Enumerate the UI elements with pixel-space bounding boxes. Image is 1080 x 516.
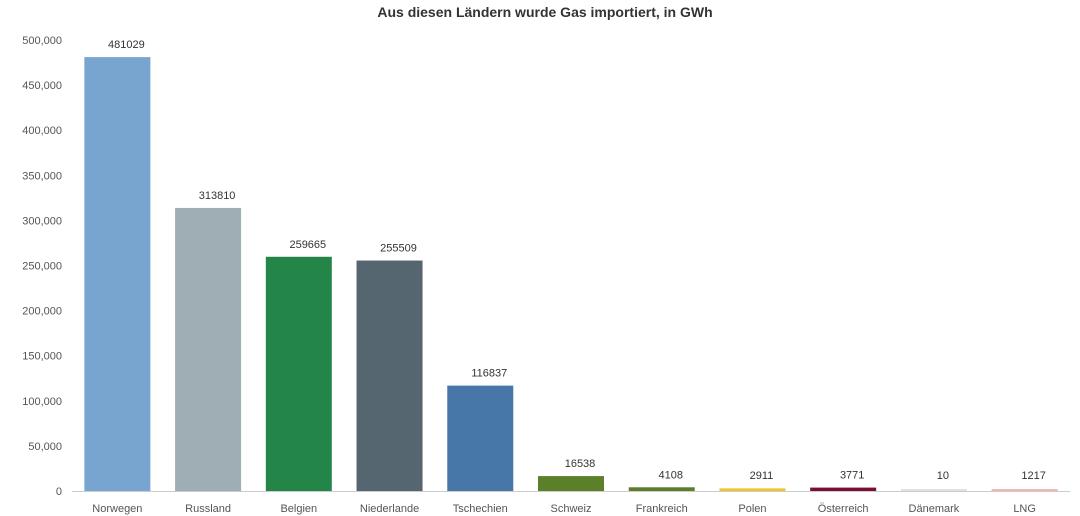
data-label: 259665 [289,239,326,251]
bar-österreich [810,487,877,491]
bars-group [84,57,1058,492]
data-label: 1217 [1021,470,1045,482]
x-tick-label: Österreich [818,503,869,515]
data-label: 116837 [471,368,507,380]
bar-norwegen [84,57,151,491]
x-tick-label: Norwegen [92,503,142,515]
bar-schweiz [538,476,604,491]
y-tick-label: 0 [56,486,62,498]
y-tick-label: 200,000 [22,306,62,318]
bar-tschechien [447,385,514,491]
bar-frankreich [628,487,695,491]
y-tick-label: 450,000 [22,80,62,92]
x-tick-label: Dänemark [909,503,960,515]
y-tick-label: 50,000 [28,441,62,453]
x-tick-label: Russland [185,503,231,515]
bar-polen [719,488,786,491]
data-label: 255509 [380,243,417,255]
bar-dänemark [900,489,967,491]
bar-russland [175,207,242,492]
x-tick-label: Schweiz [551,503,592,515]
bar-lng [991,489,1058,491]
chart-title: Aus diesen Ländern wurde Gas importiert,… [377,4,712,20]
x-tick-label: Belgien [280,503,317,515]
x-tick-label: Frankreich [636,503,688,515]
y-tick-label: 350,000 [22,170,62,182]
bar-belgien [265,256,332,491]
y-tick-label: 150,000 [22,351,62,363]
x-axis: Norwegen Russland Belgien Niederlande Tschec… [72,491,1070,515]
data-label: 16538 [565,458,596,470]
x-tick-label: Polen [738,503,766,515]
data-label: 2911 [750,470,774,482]
x-tick-label: Tschechien [453,503,508,515]
data-label: 3771 [840,470,864,482]
y-tick-label: 100,000 [22,396,62,408]
x-tick-label: LNG [1013,503,1036,515]
y-tick-label: 250,000 [22,261,62,273]
y-tick-label: 500,000 [22,35,62,47]
data-label: 10 [937,470,949,482]
x-tick-label: Niederlande [360,503,419,515]
data-label: 481029 [108,39,145,51]
y-tick-label: 400,000 [22,125,62,137]
data-labels-group: 481029 313810 259665 255509 116837 16538 4108 2… [108,39,1046,482]
y-tick-label: 300,000 [22,215,62,227]
data-label: 4108 [658,469,682,481]
y-axis: 0 50,000 100,000 150,000 200,000 250,000 300,0… [22,35,62,498]
data-label: 313810 [199,190,236,202]
bar-niederlande [356,260,423,491]
